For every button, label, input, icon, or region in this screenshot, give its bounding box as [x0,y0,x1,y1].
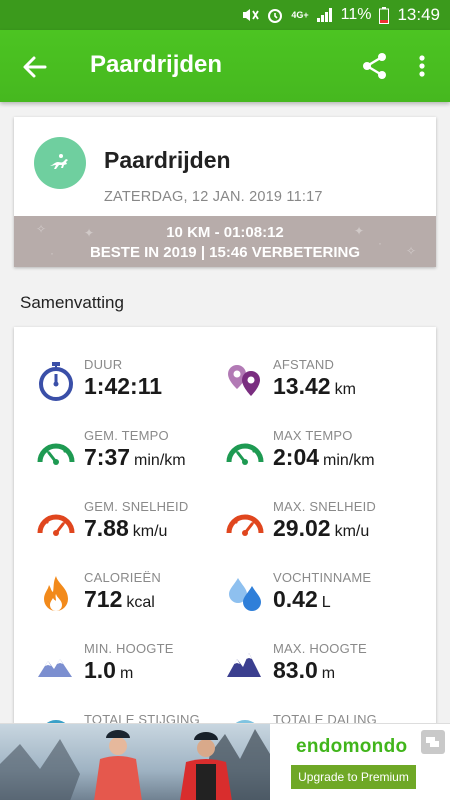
metric-label: GEM. SNELHEID [84,499,189,514]
battery-percent: 11% [340,6,372,23]
metric-unit: min/km [134,452,186,469]
metric-max-pace: MAX TEMPO 2:04 min/km [225,428,425,488]
workout-title: Paardrijden [104,147,231,173]
sparkle-decoration: ✧ [36,222,47,236]
metric-label: MIN. HOOGTE [84,641,174,656]
workout-header-card: Paardrijden ZATERDAG, 12 JAN. 2019 11:17… [14,117,436,267]
metric-label: GEM. TEMPO [84,428,169,443]
horse-riding-icon [34,137,86,189]
battery-icon [379,6,390,24]
metric-value: 29.02 km/u [273,515,370,541]
speedometer-icon [36,503,76,543]
summary-heading: Samenvatting [20,293,124,312]
mountain-icon [36,645,76,685]
metric-avg-speed: GEM. SNELHEID 7.88 km/u [36,499,236,559]
speedometer-icon [36,432,76,472]
sparkle-decoration: · [50,246,54,260]
metric-label: DUUR [84,357,123,372]
metric-duration: DUUR 1:42:11 [36,357,236,417]
metric-value: 712 kcal [84,586,155,612]
metric-value: 7:37 min/km [84,444,186,470]
summary-card: DUUR 1:42:11 AFSTAND 13.42 km GEM. TEMPO … [14,327,436,727]
network-type: 4G+ [291,9,309,20]
metric-value: 13.42 km [273,373,356,399]
speedometer-icon [225,432,265,472]
water-drops-icon [225,574,265,614]
status-bar: 4G+ 11% 13:49 [0,0,450,30]
metric-value: 2:04 min/km [273,444,375,470]
metric-label: CALORIEËN [84,570,161,585]
metric-max-altitude: MAX. HOOGTE 83.0 m [225,641,425,701]
record-distance-time: 10 KM - 01:08:12 [166,224,284,241]
overflow-menu-icon[interactable] [412,52,432,82]
mute-icon [241,7,260,23]
ad-banner[interactable]: endomondo Upgrade to Premium [0,723,450,800]
metric-distance: AFSTAND 13.42 km [225,357,425,417]
metric-label: MAX TEMPO [273,428,353,443]
metric-unit: km/u [132,523,168,540]
sparkle-decoration: · [378,236,382,250]
sparkle-decoration: ✦ [84,226,95,240]
back-arrow-icon[interactable] [20,52,50,82]
speedometer-icon [225,503,265,543]
stopwatch-icon [36,361,76,401]
metric-value: 7.88 km/u [84,515,168,541]
metric-max-speed: MAX. SNELHEID 29.02 km/u [225,499,425,559]
metric-value: 83.0 m [273,657,336,683]
app-bar: Paardrijden [0,30,450,102]
metric-hydration: VOCHTINNAME 0.42 L [225,570,425,630]
metric-unit: km/u [334,523,370,540]
metric-value: 0.42 L [273,586,331,612]
ad-choices-icon[interactable] [421,730,445,754]
clock: 13:49 [397,5,440,24]
metric-avg-pace: GEM. TEMPO 7:37 min/km [36,428,236,488]
alarm-icon [267,7,283,23]
sparkle-decoration: ✦ [354,224,365,238]
metric-unit: kcal [126,594,155,611]
mountain-icon [225,645,265,685]
metric-unit: m [321,665,336,682]
sparkle-decoration: ✧ [406,244,417,258]
upgrade-premium-button[interactable]: Upgrade to Premium [291,765,416,789]
metric-unit: m [119,665,134,682]
share-icon[interactable] [360,51,390,81]
endomondo-logo: endomondo [296,736,408,757]
metric-min-altitude: MIN. HOOGTE 1.0 m [36,641,236,701]
flame-icon [36,574,76,614]
metric-label: AFSTAND [273,357,335,372]
metric-label: VOCHTINNAME [273,570,372,585]
metric-value: 1.0 m [84,657,134,683]
metric-unit: min/km [323,452,375,469]
metric-unit: km [334,381,356,398]
personal-record-banner[interactable]: ✧ ✦ · ✦ ✧ · 10 KM - 01:08:12 BESTE IN 20… [14,216,436,267]
record-best-improvement: BESTE IN 2019 | 15:46 VERBETERING [89,244,361,261]
metric-value: 1:42:11 [84,373,163,399]
location-pins-icon [225,361,265,401]
app-bar-title: Paardrijden [90,51,223,78]
metric-calories: CALORIEËN 712 kcal [36,570,236,630]
signal-icon [316,8,333,22]
metric-label: MAX. SNELHEID [273,499,377,514]
workout-date: ZATERDAG, 12 JAN. 2019 11:17 [104,189,323,205]
metric-unit: L [321,594,331,611]
ad-photo-runners [0,724,270,800]
metric-label: MAX. HOOGTE [273,641,367,656]
